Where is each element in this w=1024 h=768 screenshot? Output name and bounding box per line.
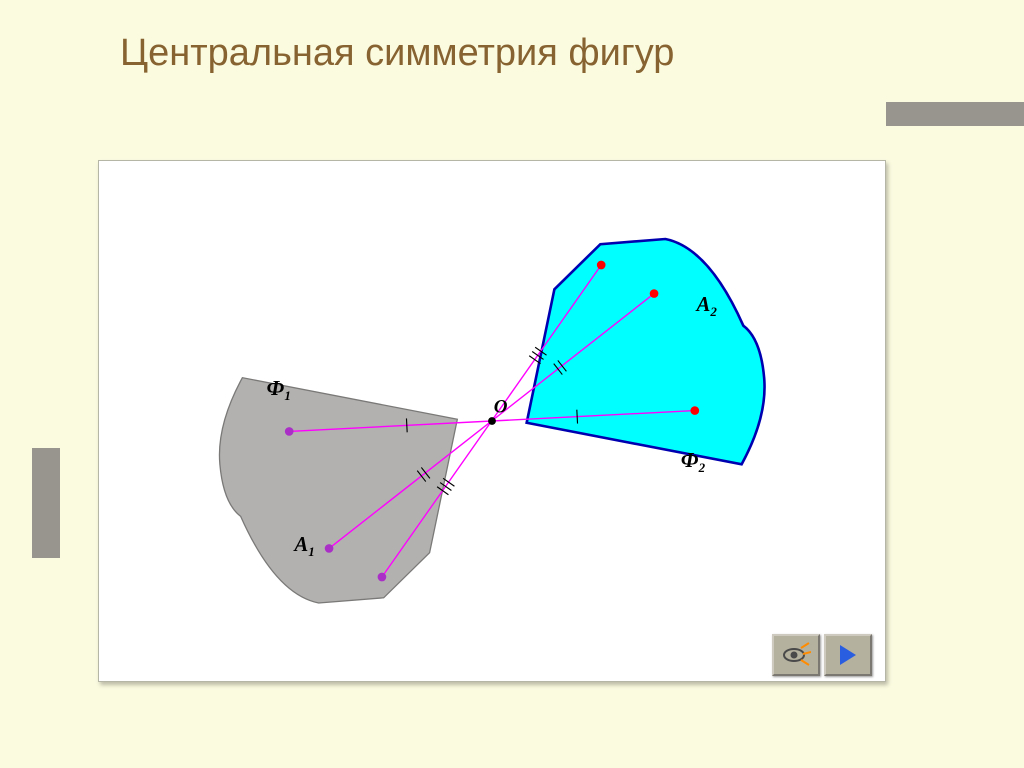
play-icon — [838, 644, 858, 666]
slide-container: Центральная симметрия фигур OФ1Ф2A1A2 — [0, 0, 1024, 768]
svg-text:Ф1: Ф1 — [267, 377, 291, 403]
decor-bar-top — [886, 102, 1024, 126]
diagram-frame: OФ1Ф2A1A2 — [98, 160, 886, 682]
eye-icon — [781, 642, 811, 668]
view-button[interactable] — [772, 634, 820, 676]
decor-bar-left — [32, 448, 60, 558]
svg-text:O: O — [494, 396, 508, 417]
playback-controls — [772, 634, 872, 676]
slide-title: Центральная симметрия фигур — [120, 32, 674, 75]
play-button[interactable] — [824, 634, 872, 676]
symmetry-diagram: OФ1Ф2A1A2 — [99, 161, 885, 681]
